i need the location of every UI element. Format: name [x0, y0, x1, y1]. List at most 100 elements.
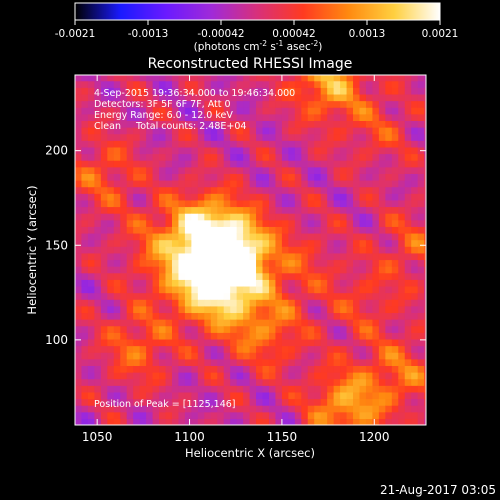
heatmap-cell	[340, 199, 348, 208]
heatmap-cell	[281, 352, 289, 360]
heatmap-cell	[217, 345, 225, 353]
heatmap-cell	[346, 160, 354, 168]
heatmap-cell	[197, 213, 205, 221]
heatmap-cell	[340, 398, 348, 406]
heatmap-cell	[385, 266, 393, 274]
heatmap-cell	[391, 199, 399, 208]
heatmap-cell	[275, 332, 283, 340]
heatmap-cell	[404, 266, 412, 274]
heatmap-cell	[100, 206, 108, 214]
heatmap-cell	[191, 93, 199, 102]
heatmap-cell	[359, 213, 367, 221]
heatmap-cell	[378, 352, 386, 360]
heatmap-cell	[372, 166, 380, 174]
heatmap-cell	[94, 358, 102, 366]
heatmap-cell	[133, 206, 141, 214]
heatmap-cell	[327, 272, 335, 280]
heatmap-cell	[223, 153, 231, 161]
heatmap-cell	[210, 319, 218, 327]
heatmap-cell	[359, 418, 367, 425]
heatmap-cell	[152, 418, 160, 425]
heatmap-cell	[327, 219, 335, 227]
heatmap-cell	[320, 372, 328, 380]
heatmap-cell	[120, 319, 128, 327]
heatmap-cell	[81, 299, 89, 307]
heatmap-cell	[204, 239, 212, 247]
heatmap-cell	[152, 173, 160, 181]
heatmap-cell	[159, 180, 167, 188]
heatmap-cell	[398, 120, 406, 128]
heatmap-cell	[165, 160, 173, 168]
heatmap-cell	[217, 75, 225, 82]
heatmap-cell	[113, 206, 121, 214]
heatmap-cell	[204, 186, 212, 194]
heatmap-cell	[230, 133, 238, 141]
heatmap-cell	[223, 418, 231, 425]
heatmap-cell	[288, 93, 296, 102]
heatmap-cell	[327, 391, 335, 400]
heatmap-cell	[307, 186, 315, 194]
heatmap-cell	[378, 133, 386, 141]
heatmap-cell	[171, 385, 180, 393]
heatmap-cell	[107, 378, 115, 386]
heatmap-cell	[378, 345, 386, 353]
heatmap-cell	[249, 365, 257, 373]
heatmap-cell	[126, 352, 134, 360]
heatmap-cell	[307, 398, 315, 406]
heatmap-cell	[210, 173, 218, 181]
heatmap-cell	[178, 226, 186, 234]
heatmap-cell	[288, 100, 296, 108]
heatmap-cell	[217, 166, 225, 174]
heatmap-cell	[236, 305, 244, 314]
heatmap-cell	[372, 391, 380, 400]
heatmap-cell	[100, 140, 108, 148]
heatmap-cell	[236, 259, 244, 267]
heatmap-cell	[346, 312, 354, 320]
heatmap-cell	[365, 153, 374, 161]
heatmap-cell	[236, 299, 244, 307]
heatmap-cell	[333, 358, 341, 366]
heatmap-cell	[210, 100, 218, 108]
heatmap-cell	[327, 239, 335, 247]
heatmap-cell	[411, 372, 419, 380]
heatmap-cell	[327, 378, 335, 386]
heatmap-cell	[210, 113, 218, 121]
heatmap-cell	[243, 193, 251, 201]
heatmap-cell	[411, 232, 419, 241]
heatmap-cell	[340, 127, 348, 135]
heatmap-cell	[236, 173, 244, 181]
heatmap-cell	[391, 378, 399, 386]
heatmap-cell	[314, 338, 322, 347]
heatmap-cell	[294, 325, 302, 333]
heatmap-cell	[275, 372, 283, 380]
heatmap-cell	[353, 345, 361, 353]
heatmap-cell	[301, 259, 309, 267]
heatmap-cell	[146, 166, 154, 174]
heatmap-cell	[152, 193, 160, 201]
heatmap-cell	[320, 226, 328, 234]
heatmap-cell	[243, 146, 251, 155]
heatmap-cell	[178, 180, 186, 188]
heatmap-cell	[107, 312, 115, 320]
heatmap-cell	[223, 378, 231, 386]
heatmap-cell	[404, 345, 412, 353]
heatmap-cell	[365, 358, 374, 366]
heatmap-cell	[204, 127, 212, 135]
heatmap-cell	[281, 160, 289, 168]
heatmap-cell	[191, 75, 199, 82]
peak-position-label: Position of Peak = [1125,146]	[94, 399, 235, 410]
heatmap-cell	[204, 146, 212, 155]
heatmap-cell	[133, 292, 141, 300]
heatmap-cell	[236, 219, 244, 227]
heatmap-cell	[178, 153, 186, 161]
heatmap-cell	[294, 319, 302, 327]
heatmap-cell	[268, 146, 277, 155]
heatmap-cell	[268, 166, 277, 174]
heatmap-cell	[314, 405, 322, 413]
heatmap-cell	[365, 418, 374, 425]
heatmap-cell	[256, 405, 264, 413]
heatmap-cell	[243, 153, 251, 161]
heatmap-cell	[139, 319, 147, 327]
heatmap-cell	[165, 418, 173, 425]
heatmap-cell	[133, 372, 141, 380]
